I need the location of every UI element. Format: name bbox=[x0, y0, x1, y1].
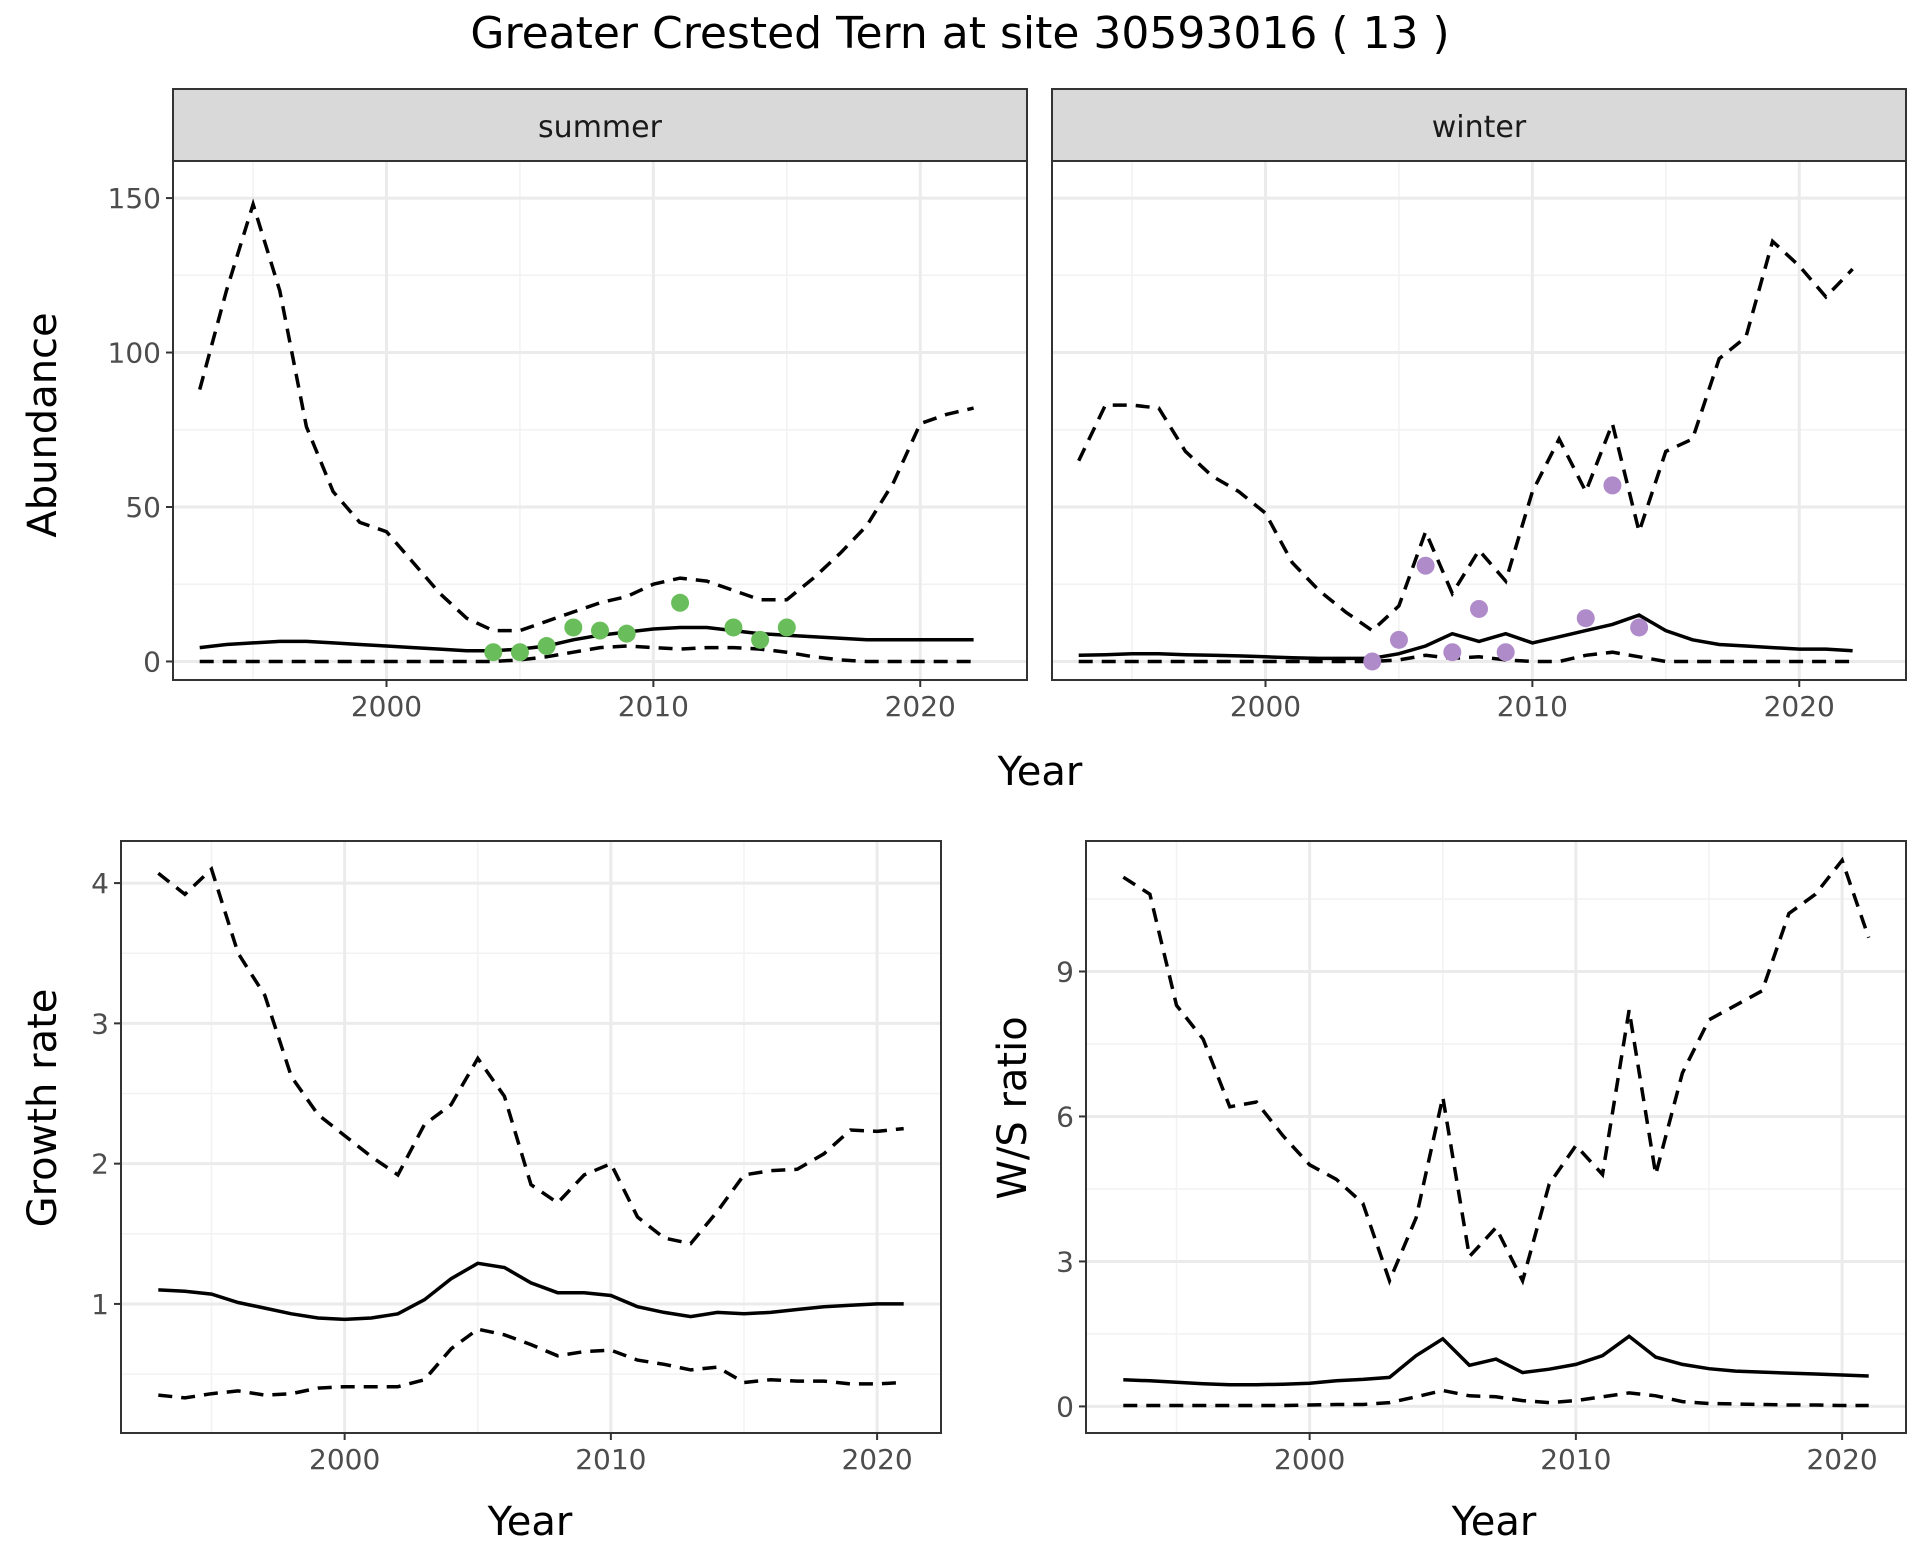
y-axis-title-growth: Growth rate bbox=[20, 989, 66, 1228]
x-tick-label: 2010 bbox=[1540, 1443, 1611, 1476]
series-lower-line bbox=[199, 644, 974, 664]
series-lower-line bbox=[1078, 650, 1853, 664]
strip-label-summer: summer bbox=[538, 110, 663, 145]
panel-winter: 2000 2010 2020 bbox=[1051, 160, 1907, 723]
x-tick-label: 2020 bbox=[841, 1443, 912, 1476]
x-axis-title-growth: Year bbox=[487, 1499, 573, 1545]
x-tick-label: 2020 bbox=[1806, 1443, 1877, 1476]
panel-border bbox=[1051, 160, 1907, 681]
strip-summer bbox=[172, 88, 1028, 162]
observation-point bbox=[510, 643, 529, 662]
observation-point bbox=[1496, 643, 1515, 662]
series-lower-line bbox=[158, 1327, 904, 1400]
series-estimate-line bbox=[199, 625, 974, 653]
observation-point bbox=[1363, 652, 1382, 671]
x-axis-title-ratio: Year bbox=[1451, 1499, 1537, 1545]
y-tick-label: 1 bbox=[91, 1288, 109, 1321]
observation-point bbox=[1630, 618, 1649, 637]
panel-border bbox=[120, 840, 942, 1434]
x-axis-title-top: Year bbox=[997, 749, 1083, 795]
y-tick-label: 150 bbox=[108, 182, 161, 215]
series-estimate-line bbox=[1078, 613, 1853, 661]
observation-point bbox=[1576, 609, 1595, 628]
panel-border bbox=[1085, 840, 1907, 1434]
panel-summer: 2000 2010 2020 0 50 100 150 bbox=[108, 160, 1028, 723]
y-tick-label: 0 bbox=[143, 645, 161, 678]
y-tick-label: 6 bbox=[1056, 1100, 1074, 1133]
x-tick-label: 2010 bbox=[575, 1443, 646, 1476]
y-tick-label: 100 bbox=[108, 337, 161, 370]
strip-winter bbox=[1051, 88, 1907, 162]
series-estimate-line bbox=[1123, 1334, 1869, 1387]
y-tick-label: 2 bbox=[91, 1148, 109, 1181]
x-tick-label: 2000 bbox=[351, 690, 422, 723]
observation-point bbox=[1416, 556, 1435, 575]
x-tick-label: 2000 bbox=[1274, 1443, 1345, 1476]
y-tick-label: 3 bbox=[1056, 1245, 1074, 1278]
observation-point bbox=[1470, 599, 1488, 618]
observation-point bbox=[1603, 476, 1622, 495]
observation-point bbox=[1443, 643, 1462, 662]
observation-point bbox=[777, 618, 796, 637]
y-tick-label: 4 bbox=[91, 867, 109, 900]
observation-point bbox=[537, 637, 556, 656]
observation-point bbox=[564, 618, 583, 637]
series-upper-line bbox=[1122, 856, 1871, 1286]
panel-ws-ratio: 2000 2010 2020 0 3 6 9 bbox=[1056, 840, 1907, 1476]
x-tick-label: 2020 bbox=[1764, 690, 1835, 723]
series-estimate-line bbox=[158, 1261, 904, 1322]
x-tick-label: 2000 bbox=[309, 1443, 380, 1476]
y-axis-title-abundance: Abundance bbox=[20, 312, 66, 537]
y-tick-label: 0 bbox=[1056, 1390, 1074, 1423]
y-tick-label: 3 bbox=[91, 1007, 109, 1040]
series-upper-line bbox=[1077, 238, 1854, 633]
y-tick-label: 50 bbox=[125, 491, 161, 524]
strip-label-winter: winter bbox=[1432, 110, 1527, 145]
observation-point bbox=[724, 618, 743, 637]
x-tick-label: 2000 bbox=[1230, 690, 1301, 723]
x-tick-label: 2020 bbox=[885, 690, 956, 723]
y-axis-title-ratio: W/S ratio bbox=[990, 1016, 1036, 1199]
observation-point bbox=[591, 621, 609, 640]
y-tick-label: 9 bbox=[1056, 955, 1074, 988]
observation-point bbox=[1389, 630, 1408, 649]
observation-point bbox=[484, 643, 503, 662]
x-tick-label: 2010 bbox=[618, 690, 689, 723]
observation-point bbox=[671, 593, 690, 612]
observation-point bbox=[617, 624, 636, 643]
observation-point bbox=[751, 630, 770, 649]
x-tick-label: 2010 bbox=[1497, 690, 1568, 723]
panel-growth-rate: 2000 2010 2020 1 2 3 4 bbox=[91, 840, 942, 1476]
series-upper-line bbox=[198, 198, 974, 633]
series-upper-line bbox=[157, 865, 904, 1246]
series-lower-line bbox=[1123, 1388, 1869, 1408]
panel-border bbox=[172, 160, 1028, 681]
chart-title: Greater Crested Tern at site 30593016 ( … bbox=[470, 8, 1449, 59]
